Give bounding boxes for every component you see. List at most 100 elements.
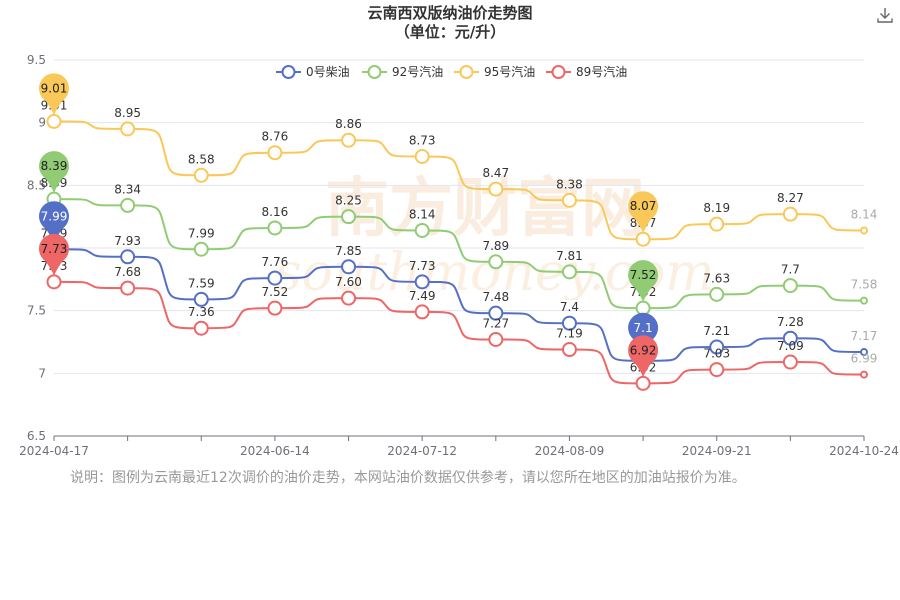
x-tick-label: 2024-06-14 — [240, 444, 310, 458]
data-label: 7.60 — [335, 275, 362, 289]
data-point — [193, 320, 209, 336]
chart-title-line1: 云南西双版纳油价走势图 — [367, 4, 533, 22]
x-tick-label: 2024-09-21 — [682, 444, 752, 458]
data-label: 7.7 — [781, 263, 800, 277]
data-label: 6.99 — [851, 352, 878, 366]
data-label: 7.93 — [114, 234, 141, 248]
data-label: 7.58 — [851, 278, 878, 292]
data-point — [860, 226, 868, 235]
legend-marker — [367, 65, 382, 79]
data-point — [635, 300, 651, 316]
data-label: 7.48 — [482, 290, 509, 304]
data-point — [120, 197, 136, 213]
data-point — [46, 113, 62, 129]
data-label: 8.95 — [114, 106, 141, 120]
max-pin-head — [39, 201, 69, 232]
data-point — [120, 121, 136, 137]
data-point — [193, 167, 209, 183]
data-label: 7.89 — [482, 239, 509, 253]
data-point — [561, 192, 577, 208]
data-point — [561, 315, 577, 331]
max-pin-head — [39, 151, 69, 182]
data-point — [635, 231, 651, 247]
data-point — [341, 290, 357, 306]
data-point — [120, 280, 136, 296]
legend-label: 95号汽油 — [484, 64, 535, 79]
data-point — [860, 296, 868, 305]
min-pin-label: 6.92 — [630, 343, 657, 357]
data-point — [709, 216, 725, 232]
data-point — [46, 274, 62, 290]
data-label: 7.59 — [188, 276, 215, 290]
data-label: 7.76 — [262, 255, 289, 269]
series-line — [53, 198, 865, 310]
data-label: 7.49 — [409, 289, 436, 303]
max-pin-head — [39, 233, 69, 264]
data-point — [635, 375, 651, 391]
legend-marker — [551, 65, 566, 79]
legend-marker — [281, 65, 296, 79]
data-label: 8.73 — [409, 134, 436, 148]
data-label: 7.85 — [335, 244, 362, 258]
data-label: 8.47 — [482, 166, 509, 180]
data-point — [782, 278, 798, 294]
data-label: 7.63 — [703, 271, 730, 285]
max-pin-label: 8.39 — [41, 159, 68, 173]
x-tick-label: 2024-07-12 — [387, 444, 457, 458]
footnote: 说明：图例为云南最近12次调价的油价走势，本网站油价数据仅供参考，请以您所在地区… — [70, 470, 746, 486]
data-label: 7.09 — [777, 339, 804, 353]
min-pin: 7.1 — [628, 312, 659, 356]
data-label: 8.27 — [777, 191, 804, 205]
legend-marker — [459, 65, 474, 79]
data-label: 7.68 — [114, 265, 141, 279]
y-tick-label: 8.5 — [27, 178, 46, 192]
data-label: 7.27 — [482, 316, 509, 330]
data-point — [193, 241, 209, 257]
data-point — [341, 209, 357, 225]
max-pin: 8.39 — [39, 151, 69, 195]
data-label: 7.99 — [188, 226, 215, 240]
data-point — [267, 300, 283, 316]
legend: 0号柴油 92号汽油 95号汽油 89号汽油 — [276, 64, 627, 79]
data-label: 7.52 — [262, 285, 289, 299]
min-pin: 7.52 — [628, 260, 659, 304]
data-label: 7.73 — [409, 259, 436, 273]
data-point — [267, 270, 283, 286]
data-label: 8.14 — [851, 207, 878, 221]
min-pin-label: 7.52 — [630, 268, 657, 282]
y-tick-label: 7.5 — [27, 304, 46, 318]
data-label: 7.81 — [556, 249, 583, 263]
data-point — [267, 145, 283, 161]
y-tick-label: 6.5 — [27, 429, 46, 443]
data-point — [341, 259, 357, 275]
data-point — [193, 291, 209, 307]
max-pin-label: 7.73 — [41, 242, 68, 256]
chart-title-line2: （单位：元/升） — [394, 23, 506, 41]
data-point — [860, 348, 868, 357]
x-tick-label: 2024-08-09 — [535, 444, 605, 458]
data-label: 8.76 — [262, 130, 289, 144]
data-label: 8.34 — [114, 182, 141, 196]
y-tick-label: 9 — [38, 116, 46, 130]
data-point — [488, 254, 504, 270]
max-pin-label: 9.01 — [41, 81, 68, 95]
data-label: 7.21 — [703, 324, 730, 338]
max-pin-label: 7.99 — [41, 209, 68, 223]
min-pin-head — [628, 191, 659, 222]
min-pin: 8.07 — [628, 191, 659, 235]
data-point — [561, 342, 577, 358]
data-label: 8.86 — [335, 117, 362, 131]
series-line — [53, 120, 865, 241]
series-line — [53, 248, 865, 362]
download-icon[interactable] — [876, 6, 894, 24]
data-label: 8.14 — [409, 207, 436, 221]
min-pin-head — [628, 260, 659, 291]
data-point — [709, 286, 725, 302]
data-label: 8.58 — [188, 152, 215, 166]
data-point — [488, 305, 504, 321]
min-pin-label: 8.07 — [630, 199, 657, 213]
data-point — [414, 149, 430, 165]
data-point — [782, 206, 798, 222]
data-point — [267, 220, 283, 236]
data-point — [488, 181, 504, 197]
